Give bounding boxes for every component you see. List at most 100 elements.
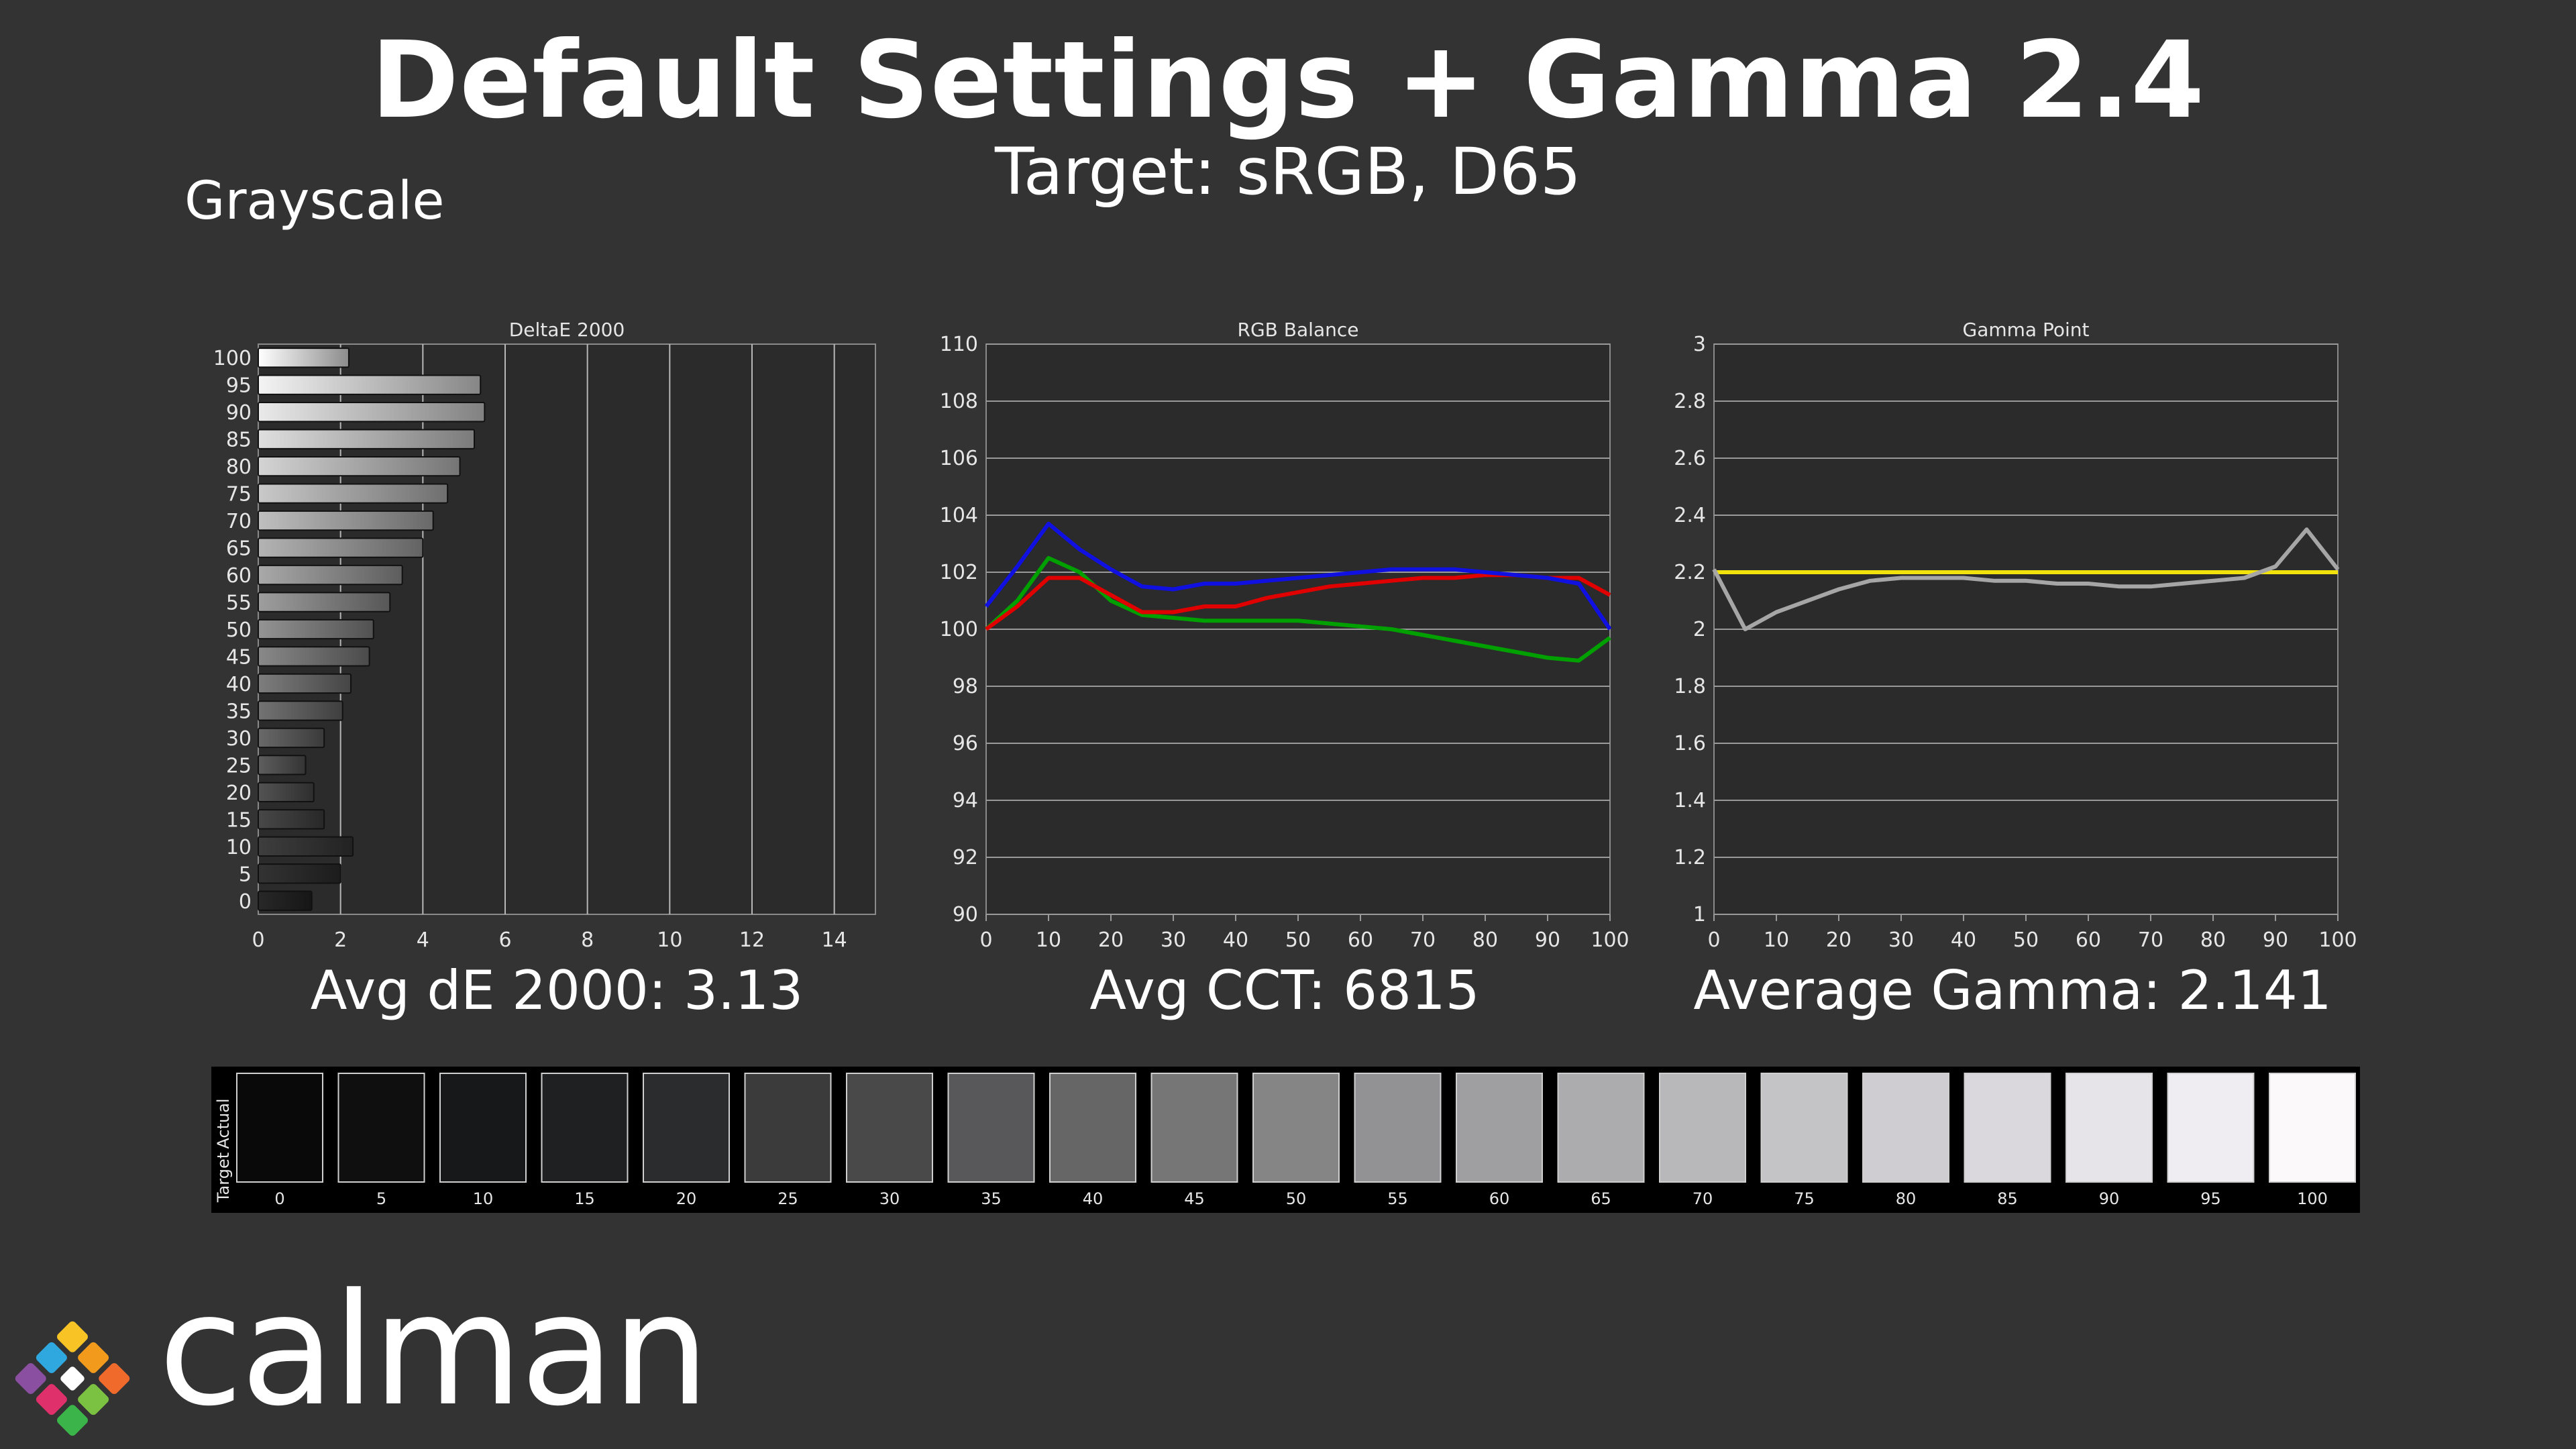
x-tick-label: 10 [657,928,682,952]
chart-title: RGB Balance [1238,319,1359,341]
swatch-label: 15 [574,1189,595,1208]
x-tick-label: 6 [498,928,511,952]
y-tick-label: 3 [1693,333,1706,356]
y-tick-label: 50 [226,619,252,642]
y-tick-label: 70 [226,510,252,533]
page-subtitle: Target: sRGB, D65 [995,134,1581,209]
swatch-label: 25 [777,1189,798,1208]
y-tick-label: 1.6 [1674,732,1706,755]
x-tick-label: 100 [1591,928,1629,952]
y-tick-label: 2.8 [1674,390,1706,413]
deltae-bar [258,755,307,775]
swatch [1049,1073,1136,1183]
deltae-bar [258,537,424,558]
avg-cct-stat: Avg CCT: 6815 [1089,959,1480,1022]
y-tick-label: 100 [213,347,252,370]
y-tick-label: 5 [239,863,252,886]
y-tick-label: 1.2 [1674,846,1706,869]
x-tick-label: 70 [1410,928,1436,952]
y-tick-label: 40 [226,673,252,696]
x-tick-label: 80 [2200,928,2226,952]
section-label: Grayscale [184,171,445,231]
x-tick-label: 50 [2013,928,2039,952]
y-tick-label: 2.2 [1674,561,1706,584]
x-tick-label: 40 [1223,928,1248,952]
y-tick-label: 10 [226,836,252,859]
swatch [1862,1073,1949,1183]
x-tick-label: 60 [2076,928,2101,952]
target-label: Target [214,1152,233,1203]
swatch [2269,1073,2356,1183]
chart-title: DeltaE 2000 [509,319,625,341]
x-tick-label: 10 [1764,928,1789,952]
swatch [1354,1073,1442,1183]
y-tick-label: 90 [953,903,978,926]
swatch [846,1073,933,1183]
swatch [947,1073,1035,1183]
y-tick-label: 55 [226,592,252,615]
x-tick-label: 2 [334,928,347,952]
swatch-label: 100 [2297,1189,2328,1208]
series-line [1712,527,2340,631]
deltae-bar [258,809,325,830]
x-tick-label: 60 [1348,928,1373,952]
swatch [1659,1073,1746,1183]
y-tick-label: 108 [940,390,978,413]
y-tick-label: 60 [226,564,252,588]
deltae-chart: DeltaE 2000 0 2 4 6 8 10 12 14 0 5 10 15 20 25 30 35 40 45… [213,319,876,952]
y-tick-label: 65 [226,537,252,561]
deltae-bar [258,836,354,857]
swatch-label: 45 [1184,1189,1205,1208]
deltae-bar [258,455,461,477]
x-tick-label: 90 [2263,928,2288,952]
swatch [643,1073,730,1183]
deltae-bar [258,619,374,640]
x-tick-label: 14 [822,928,847,952]
swatch-strip: Actual Target 0 5 10 15 20 25 30 35 40 45 50 55 60 65 70… [214,1073,2356,1208]
y-tick-label: 2 [1693,618,1706,641]
swatch [744,1073,832,1183]
x-tick-label: 0 [1707,928,1720,952]
y-tick-label: 1.8 [1674,675,1706,698]
swatch-label: 5 [376,1189,386,1208]
deltae-bar [258,890,313,911]
x-tick-label: 30 [1888,928,1914,952]
y-tick-label: 85 [226,429,252,452]
calman-logo-icon [15,1321,130,1436]
swatch-label: 50 [1286,1189,1307,1208]
deltae-bar [258,646,370,667]
swatch [1964,1073,2051,1183]
deltae-bar [258,347,350,368]
deltae-bar [258,429,475,449]
deltae-bar [258,564,403,586]
y-tick-label: 75 [226,483,252,506]
rgb-balance-chart: RGB Balance 90 92 94 96 98 100 102 104 106 108 110 0… [940,319,1629,952]
calman-wordmark: calman [158,1261,710,1440]
deltae-bar [258,673,352,694]
swatch-label: 75 [1794,1189,1815,1208]
avg-de-stat: Avg dE 2000: 3.13 [310,959,804,1022]
x-tick-label: 0 [252,928,264,952]
swatch-label: 30 [879,1189,900,1208]
x-tick-label: 80 [1472,928,1498,952]
series-line [984,521,1612,631]
swatch [1252,1073,1340,1183]
y-tick-label: 110 [940,333,978,356]
page-title: Default Settings + Gamma 2.4 [370,19,2206,142]
swatch [2065,1073,2153,1183]
y-tick-label: 1 [1693,903,1706,926]
y-tick-label: 2.4 [1674,504,1706,527]
y-tick-label: 98 [953,675,978,698]
deltae-bar [258,510,434,531]
swatch [1760,1073,1848,1183]
avg-gamma-stat: Average Gamma: 2.141 [1693,959,2332,1022]
y-tick-label: 92 [953,846,978,869]
y-tick-label: 80 [226,455,252,479]
swatch-label: 55 [1387,1189,1408,1208]
y-tick-label: 104 [940,504,978,527]
swatch-label: 70 [1693,1189,1713,1208]
deltae-bar [258,483,449,504]
x-tick-label: 8 [581,928,594,952]
swatch-label: 80 [1896,1189,1917,1208]
